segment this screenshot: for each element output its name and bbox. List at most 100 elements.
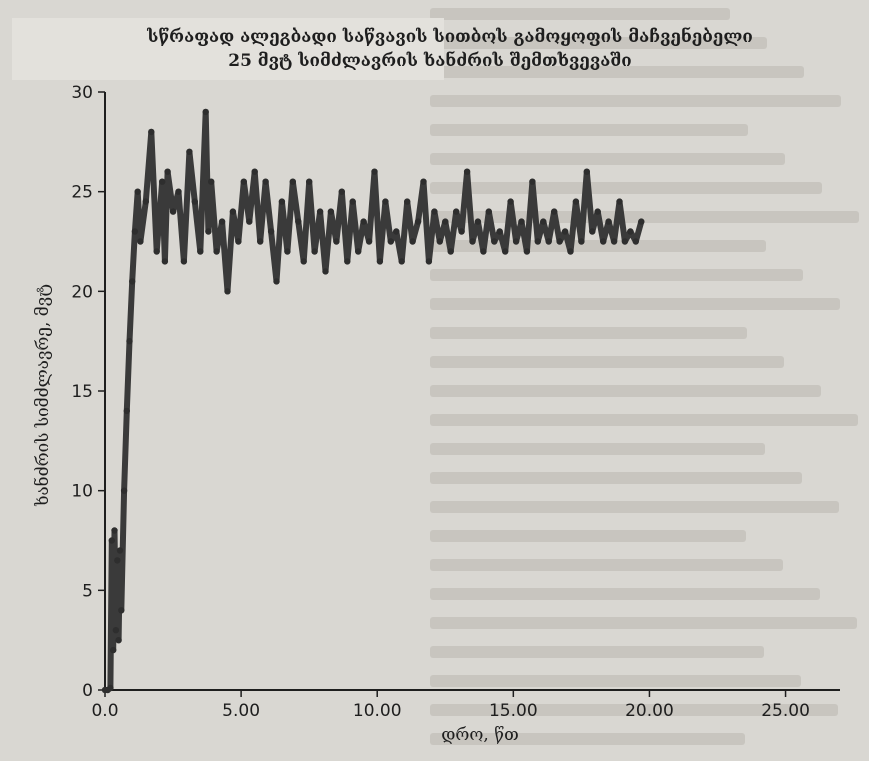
data-point bbox=[409, 238, 416, 245]
data-point bbox=[480, 248, 487, 255]
data-point bbox=[338, 188, 345, 195]
data-point bbox=[425, 258, 433, 265]
data-point bbox=[594, 208, 601, 215]
data-point bbox=[251, 168, 258, 175]
data-point bbox=[507, 198, 514, 205]
data-point bbox=[110, 646, 117, 654]
title-background bbox=[12, 18, 444, 80]
background-text-line bbox=[430, 588, 820, 600]
data-point bbox=[129, 278, 136, 285]
data-point bbox=[414, 218, 422, 225]
x-tick-label: 25.00 bbox=[761, 701, 810, 721]
background-text-line bbox=[430, 37, 767, 49]
data-point bbox=[355, 248, 362, 255]
data-point bbox=[469, 238, 476, 245]
data-point bbox=[529, 178, 536, 185]
y-tick-label: 0 bbox=[82, 681, 93, 701]
data-point bbox=[267, 228, 275, 235]
data-point bbox=[126, 338, 133, 345]
data-point bbox=[202, 108, 209, 116]
data-point bbox=[311, 248, 318, 255]
data-point bbox=[447, 248, 454, 255]
x-ticks: 0.0 5.00 10.00 15.00 20.00 25.00 bbox=[91, 690, 810, 721]
data-point bbox=[111, 527, 118, 534]
background-text-line bbox=[430, 733, 745, 745]
background-text-line bbox=[430, 298, 840, 310]
data-point bbox=[257, 238, 264, 245]
data-point bbox=[491, 238, 498, 245]
data-point bbox=[175, 188, 182, 195]
series-line bbox=[102, 108, 645, 693]
data-point bbox=[115, 637, 122, 644]
data-point bbox=[205, 228, 212, 235]
data-point bbox=[300, 258, 307, 265]
data-point bbox=[551, 208, 558, 215]
data-point bbox=[327, 208, 335, 215]
data-point bbox=[567, 248, 574, 255]
data-point bbox=[218, 218, 226, 225]
data-point bbox=[191, 198, 198, 205]
data-point bbox=[197, 248, 204, 255]
series-group bbox=[101, 108, 645, 694]
data-point bbox=[148, 128, 155, 136]
data-point bbox=[632, 238, 639, 245]
data-point bbox=[120, 487, 128, 494]
data-point bbox=[349, 198, 356, 205]
data-point bbox=[627, 228, 634, 235]
background-text-line bbox=[430, 269, 803, 281]
data-point bbox=[186, 148, 193, 155]
data-point bbox=[262, 178, 269, 185]
data-point bbox=[561, 228, 569, 235]
data-point bbox=[610, 238, 618, 245]
data-point bbox=[131, 228, 139, 235]
data-point bbox=[134, 188, 141, 195]
chart-subtitle: 25 მვტ სიმძლავრის ხანძრის შემთხვევაში bbox=[228, 50, 632, 71]
data-point bbox=[502, 248, 509, 255]
data-point bbox=[229, 208, 237, 215]
data-point bbox=[278, 198, 286, 205]
data-point bbox=[518, 218, 525, 225]
data-point bbox=[485, 208, 492, 215]
data-point bbox=[436, 238, 443, 245]
y-tick-label: 25 bbox=[71, 183, 93, 203]
data-point bbox=[322, 268, 329, 275]
data-point bbox=[213, 248, 220, 255]
y-tick-label: 20 bbox=[71, 282, 93, 302]
background-text-line bbox=[430, 124, 748, 136]
data-point bbox=[496, 228, 503, 235]
data-point bbox=[180, 258, 188, 265]
data-point bbox=[116, 547, 124, 554]
data-point bbox=[371, 168, 378, 175]
data-point bbox=[169, 208, 177, 215]
background-text-line bbox=[430, 617, 857, 629]
data-point bbox=[107, 684, 114, 692]
data-point bbox=[118, 607, 125, 614]
data-point bbox=[404, 198, 411, 205]
data-point bbox=[393, 228, 400, 235]
data-point bbox=[387, 238, 394, 245]
y-tick-label: 30 bbox=[71, 83, 93, 103]
data-point bbox=[382, 198, 389, 205]
data-point bbox=[453, 208, 460, 215]
data-point bbox=[442, 218, 449, 225]
background-text-line bbox=[430, 443, 765, 455]
data-point bbox=[600, 238, 607, 245]
x-tick-label: 10.00 bbox=[353, 701, 402, 721]
data-point bbox=[583, 168, 590, 175]
data-point bbox=[556, 238, 563, 245]
data-point bbox=[284, 248, 291, 255]
background-text-line bbox=[430, 414, 858, 426]
data-point bbox=[208, 178, 215, 185]
background-text-line bbox=[430, 559, 783, 571]
data-point bbox=[333, 238, 340, 245]
data-point bbox=[420, 178, 427, 185]
data-point bbox=[246, 218, 253, 225]
data-point bbox=[295, 218, 302, 225]
background-text-line bbox=[430, 182, 822, 194]
data-point bbox=[289, 178, 296, 185]
x-axis-label: დრო, წთ bbox=[441, 725, 519, 745]
data-point bbox=[463, 168, 471, 175]
data-point bbox=[621, 238, 629, 245]
